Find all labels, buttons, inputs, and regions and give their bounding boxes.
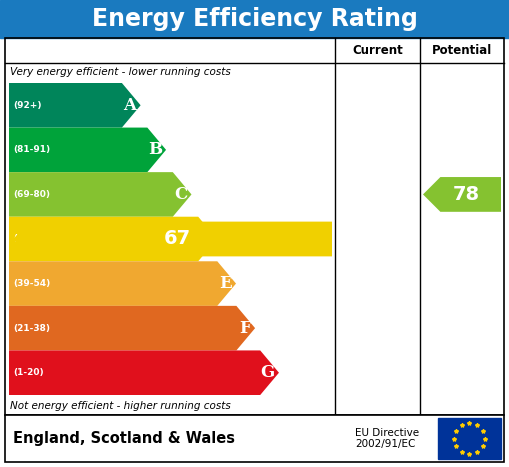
Text: A: A [124,97,136,114]
Text: 2002/91/EC: 2002/91/EC [355,439,415,448]
Text: Very energy efficient - lower running costs: Very energy efficient - lower running co… [10,67,231,77]
Polygon shape [9,172,191,217]
Polygon shape [9,350,279,395]
Text: Not energy efficient - higher running costs: Not energy efficient - higher running co… [10,401,231,411]
Text: England, Scotland & Wales: England, Scotland & Wales [13,431,235,446]
Polygon shape [9,261,236,306]
Text: 78: 78 [453,185,480,204]
Text: (1-20): (1-20) [13,368,44,377]
Text: 67: 67 [163,229,190,248]
Text: C: C [174,186,187,203]
Bar [0,0,509,38]
Text: Potential: Potential [432,44,492,57]
Text: (69-80): (69-80) [13,190,50,199]
Text: B: B [148,142,162,158]
Text: F: F [239,319,251,337]
Bar [5,415,504,462]
Polygon shape [9,217,217,261]
Polygon shape [9,306,255,350]
Text: (55-68): (55-68) [13,234,50,243]
Polygon shape [13,222,332,256]
Text: Current: Current [352,44,403,57]
Polygon shape [423,177,501,212]
Text: (21-38): (21-38) [13,324,50,333]
Text: G: G [261,364,275,381]
Bar [5,38,504,415]
Text: Energy Efficiency Rating: Energy Efficiency Rating [92,7,417,31]
Text: D: D [199,231,213,248]
Polygon shape [9,83,140,127]
Bar [438,418,501,459]
Text: (81-91): (81-91) [13,145,50,155]
Text: (39-54): (39-54) [13,279,50,288]
Text: EU Directive: EU Directive [355,429,419,439]
Polygon shape [9,127,166,172]
Text: E: E [219,275,232,292]
Text: (92+): (92+) [13,101,42,110]
